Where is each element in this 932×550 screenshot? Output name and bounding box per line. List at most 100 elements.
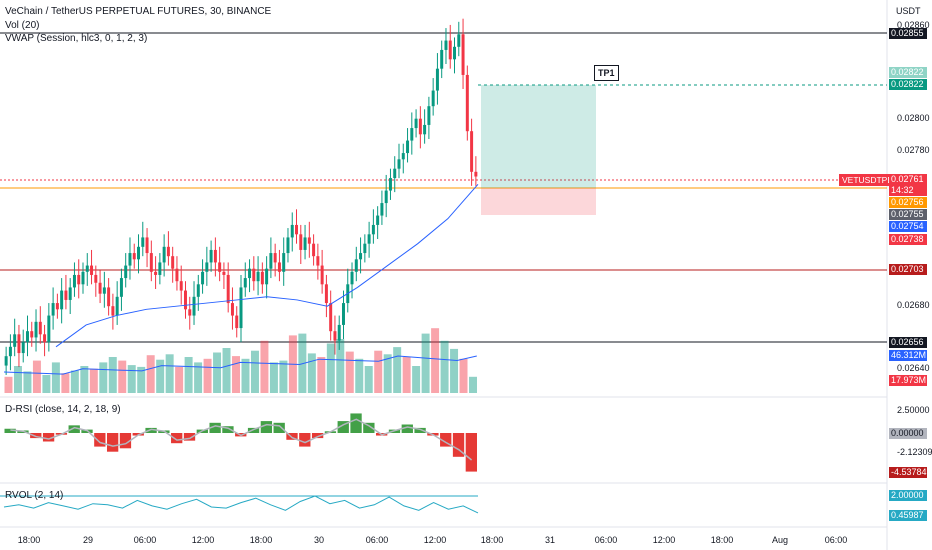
candle-body [158,262,162,275]
volume-bar [250,350,259,393]
candle-body [260,271,264,285]
candle-body [303,237,307,250]
candle-body [30,331,34,338]
vol-indicator-label[interactable]: Vol (20) [5,20,40,31]
time-tick: 18:00 [710,535,734,545]
volume-bar [393,347,402,393]
candle-body [213,249,217,263]
time-tick: 18:00 [480,535,504,545]
candle-body [337,324,341,341]
candle-body [363,243,367,254]
candle-body [179,281,183,291]
drsi-value-tag: -4.53784 [889,467,927,478]
candle-body [8,346,12,357]
candle-body [388,178,392,191]
time-tick: 29 [82,535,94,545]
candle-body [13,334,17,347]
time-tick: 06:00 [594,535,618,545]
rvol-indicator-label[interactable]: RVOL (2, 14) [5,490,64,501]
candle-body [384,190,388,204]
candle-body [324,284,328,304]
candle-body [162,246,166,263]
candle-body [128,253,132,266]
candle-body [440,49,444,69]
candle-body [124,265,128,279]
candle-body [47,315,51,343]
drsi-bar [42,433,55,442]
candle-body [132,253,136,260]
price-tag-tp-ghost: 0.02822 [889,67,927,78]
candle-body [154,271,158,275]
candle-body [277,262,281,272]
vol-tag: 17.973M [889,375,927,386]
volume-bar [213,352,222,393]
price-tag-gray: 0.02755 [889,209,927,220]
drsi-bar [311,433,324,439]
price-tag-vwap: 0.02754 [889,221,927,232]
volume-bar [431,328,440,393]
volume-bar [440,340,449,393]
volume-bar [194,362,203,393]
volume-bar [184,357,193,393]
time-tick: 06:00 [365,535,389,545]
candle-body [282,253,286,272]
candle-body [401,153,405,160]
candle-body [252,268,256,282]
time-tick: 31 [544,535,556,545]
candle-body [43,334,47,343]
candle-body [38,321,42,335]
time-tick: 18:00 [249,535,273,545]
volume-bar [32,360,41,393]
time-tick: 30 [313,535,325,545]
drsi-bar [260,421,273,433]
tp-label[interactable]: TP1 [594,65,619,81]
time-tick: Aug [771,535,789,545]
volume-bar [402,357,411,393]
time-tick: 12:00 [423,535,447,545]
candle-body [175,268,179,282]
candle-body [320,265,324,285]
candle-body [183,290,187,310]
candle-body [410,128,414,141]
volume-bar [127,365,136,393]
candle-body [269,253,273,269]
candle-body [474,171,478,177]
candle-body [21,342,25,354]
volume-bar [175,366,184,393]
volume-bar [345,351,354,393]
volume-bar [146,355,155,393]
candle-body [111,306,115,316]
candle-body [465,74,469,132]
price-tag-low: 0.02656 [889,337,927,348]
candle-body [205,262,209,272]
drsi-bar [145,427,157,433]
candle-body [397,159,401,169]
price-tick: 0.02860 [897,20,930,30]
candle-body [226,274,230,304]
price-tag-level: 0.02703 [889,264,927,275]
candle-body [4,356,8,366]
candle-body [453,46,457,60]
candle-body [273,253,277,263]
price-tag-high: 0.02855 [889,28,927,39]
volume-bar [279,360,288,393]
candle-body [248,268,252,279]
candle-body [329,303,333,332]
drsi-indicator-label[interactable]: D-RSI (close, 14, 2, 18, 9) [5,404,121,415]
candle-body [188,309,192,316]
candle-body [218,262,222,272]
candle-body [115,296,119,316]
candle-body [171,256,175,269]
currency-label: USDT [896,6,921,16]
volume-bar [51,362,60,393]
candle-body [470,131,474,172]
volume-bar [307,353,316,393]
price-tag-tp: 0.02822 [889,79,927,90]
vol-ma-tag: 46.312M [889,350,927,361]
vwap-indicator-label[interactable]: VWAP (Session, hlc3, 0, 1, 2, 3) [5,33,148,44]
candle-body [60,290,64,310]
candle-body [94,274,98,283]
price-tick: 0.02680 [897,300,930,310]
volume-bar [108,357,117,393]
